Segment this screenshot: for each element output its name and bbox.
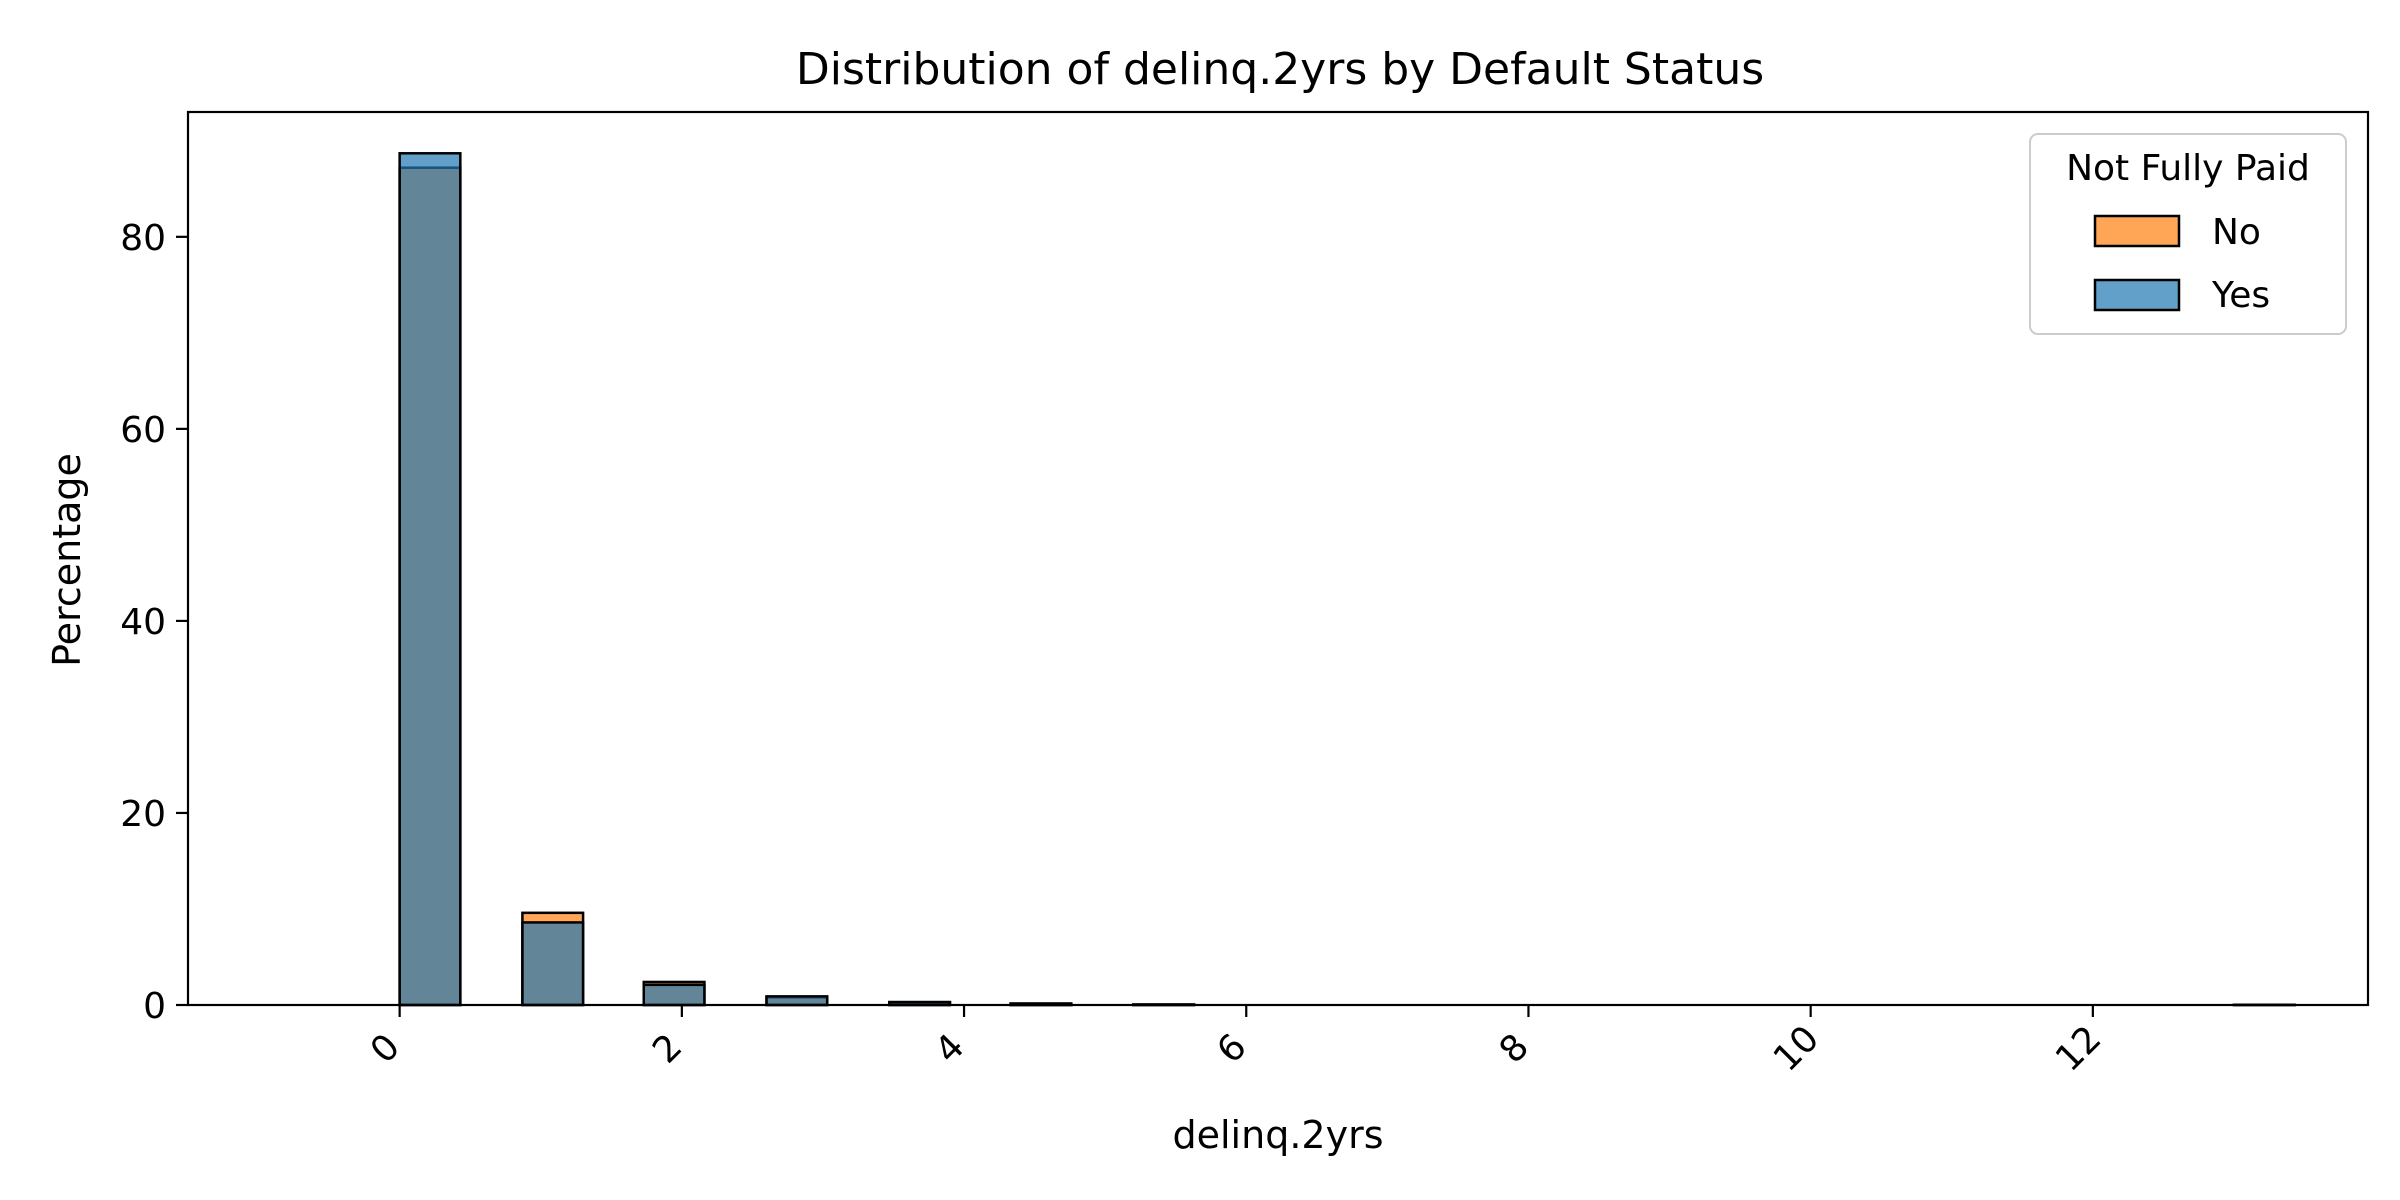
- legend-label-no: No: [2212, 212, 2261, 253]
- chart-title: Distribution of delinq.2yrs by Default S…: [796, 44, 1764, 95]
- legend-label-yes: Yes: [2211, 275, 2270, 316]
- legend-swatch-no: [2093, 214, 2181, 248]
- axes-frame: [186, 110, 2370, 1007]
- series-no: [398, 166, 2296, 1007]
- y-tick-label: 20: [120, 794, 166, 835]
- x-axis: 0 2 4 6 8 10 12: [363, 1005, 2109, 1080]
- x-tick-label: 2: [645, 1026, 690, 1071]
- y-tick-label: 40: [120, 602, 166, 643]
- x-axis-label: delinq.2yrs: [1173, 1113, 1384, 1157]
- x-tick-label: 4: [927, 1026, 972, 1071]
- y-tick-label: 60: [120, 410, 166, 451]
- y-axis-label: Percentage: [45, 453, 89, 667]
- y-tick-label: 0: [143, 986, 166, 1027]
- bar-yes-0: [398, 152, 462, 1007]
- plot-area: [398, 152, 2296, 1007]
- bar-yes-1: [521, 921, 585, 1007]
- legend-swatch-yes: [2093, 278, 2181, 312]
- bar-yes-2: [642, 983, 706, 1007]
- x-tick-label: 0: [363, 1026, 408, 1071]
- x-tick-label: 6: [1210, 1026, 1255, 1071]
- x-tick-label: 10: [1766, 1018, 1827, 1079]
- x-tick-label: 12: [2048, 1018, 2109, 1079]
- series-yes: [398, 152, 2296, 1007]
- legend: Not Fully Paid No Yes: [2029, 133, 2347, 335]
- y-axis: 0 20 40 60 80: [120, 218, 188, 1027]
- legend-title: Not Fully Paid: [2066, 148, 2310, 189]
- bar-yes-3: [765, 995, 829, 1007]
- x-tick-label: 8: [1492, 1026, 1537, 1071]
- y-tick-label: 80: [120, 218, 166, 259]
